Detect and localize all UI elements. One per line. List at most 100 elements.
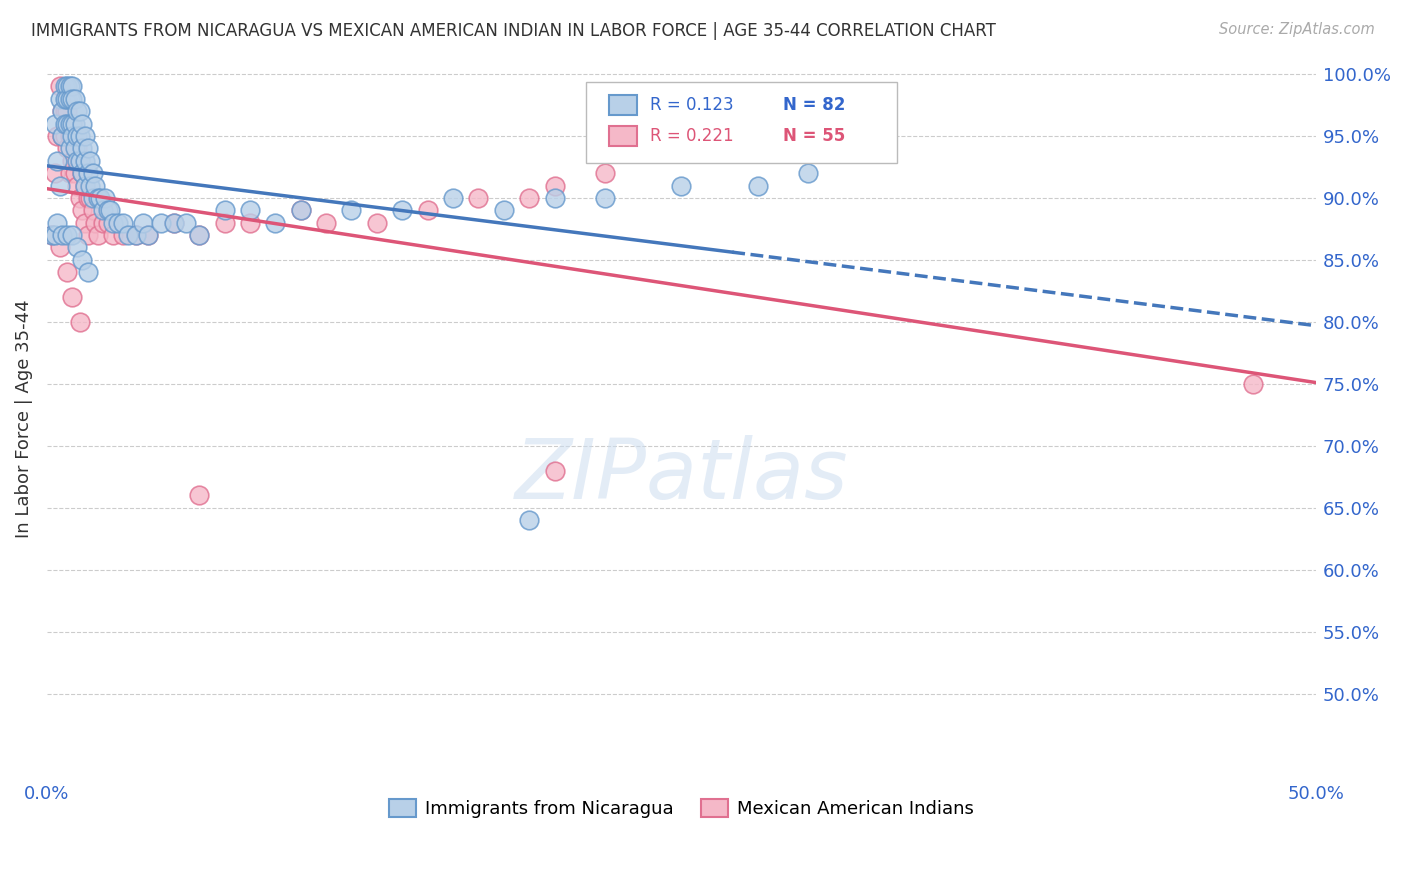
Text: ZIPatlas: ZIPatlas xyxy=(515,435,848,516)
Text: IMMIGRANTS FROM NICARAGUA VS MEXICAN AMERICAN INDIAN IN LABOR FORCE | AGE 35-44 : IMMIGRANTS FROM NICARAGUA VS MEXICAN AME… xyxy=(31,22,995,40)
FancyBboxPatch shape xyxy=(609,95,637,115)
Point xyxy=(290,203,312,218)
Point xyxy=(101,216,124,230)
Point xyxy=(73,178,96,193)
Point xyxy=(66,153,89,168)
Point xyxy=(69,153,91,168)
Point xyxy=(60,228,83,243)
Point xyxy=(60,117,83,131)
Point xyxy=(66,178,89,193)
Point xyxy=(73,153,96,168)
Point xyxy=(76,166,98,180)
Point xyxy=(82,203,104,218)
Point xyxy=(84,178,107,193)
Point xyxy=(163,216,186,230)
Point xyxy=(97,216,120,230)
Point xyxy=(66,141,89,155)
Point xyxy=(72,166,94,180)
Point xyxy=(517,191,540,205)
Point xyxy=(56,104,79,119)
Point xyxy=(76,228,98,243)
Point xyxy=(467,191,489,205)
Point xyxy=(595,191,617,205)
Point xyxy=(56,265,79,279)
Point xyxy=(543,178,565,193)
Point xyxy=(73,178,96,193)
Point xyxy=(60,153,83,168)
Point xyxy=(239,216,262,230)
Point xyxy=(44,117,66,131)
Point xyxy=(63,166,86,180)
Point xyxy=(66,128,89,143)
Point xyxy=(69,104,91,119)
Point xyxy=(51,128,73,143)
FancyBboxPatch shape xyxy=(609,126,637,145)
Point xyxy=(53,104,76,119)
Point xyxy=(63,117,86,131)
Point xyxy=(48,240,70,254)
Point xyxy=(69,191,91,205)
Point xyxy=(176,216,198,230)
Point xyxy=(391,203,413,218)
Point xyxy=(63,128,86,143)
Point xyxy=(214,203,236,218)
Point xyxy=(239,203,262,218)
Point xyxy=(66,240,89,254)
Point xyxy=(73,128,96,143)
Text: R = 0.221: R = 0.221 xyxy=(650,127,734,145)
Point xyxy=(59,166,82,180)
Point xyxy=(53,128,76,143)
Point xyxy=(72,252,94,267)
Point xyxy=(72,166,94,180)
Point xyxy=(60,290,83,304)
Point xyxy=(53,79,76,94)
Point xyxy=(543,463,565,477)
Point xyxy=(125,228,148,243)
Point xyxy=(59,128,82,143)
Point xyxy=(51,128,73,143)
Point xyxy=(112,216,135,230)
Point xyxy=(53,117,76,131)
Point xyxy=(53,92,76,106)
Point xyxy=(51,228,73,243)
Point xyxy=(132,216,155,230)
Legend: Immigrants from Nicaragua, Mexican American Indians: Immigrants from Nicaragua, Mexican Ameri… xyxy=(382,792,981,825)
Point xyxy=(98,203,121,218)
Point xyxy=(366,216,388,230)
Point xyxy=(441,191,464,205)
Point xyxy=(72,141,94,155)
Point xyxy=(59,92,82,106)
Point xyxy=(76,191,98,205)
Point xyxy=(86,191,108,205)
Point xyxy=(51,104,73,119)
Point xyxy=(138,228,160,243)
Point xyxy=(84,216,107,230)
Point xyxy=(150,216,173,230)
Point xyxy=(82,191,104,205)
Point xyxy=(188,228,211,243)
Point xyxy=(671,178,693,193)
Point xyxy=(69,315,91,329)
Point xyxy=(94,191,117,205)
Point xyxy=(163,216,186,230)
Point xyxy=(63,141,86,155)
Point xyxy=(56,92,79,106)
Point xyxy=(492,203,515,218)
Point xyxy=(59,117,82,131)
Point xyxy=(73,216,96,230)
Point xyxy=(125,228,148,243)
Point xyxy=(41,228,63,243)
Point xyxy=(264,216,287,230)
Point xyxy=(56,228,79,243)
Point xyxy=(82,166,104,180)
Point xyxy=(89,191,111,205)
Point xyxy=(79,178,101,193)
Point xyxy=(76,265,98,279)
Point xyxy=(340,203,363,218)
Point xyxy=(79,153,101,168)
Point xyxy=(63,92,86,106)
Point xyxy=(72,203,94,218)
Point xyxy=(107,216,129,230)
Point xyxy=(44,166,66,180)
Point xyxy=(543,191,565,205)
